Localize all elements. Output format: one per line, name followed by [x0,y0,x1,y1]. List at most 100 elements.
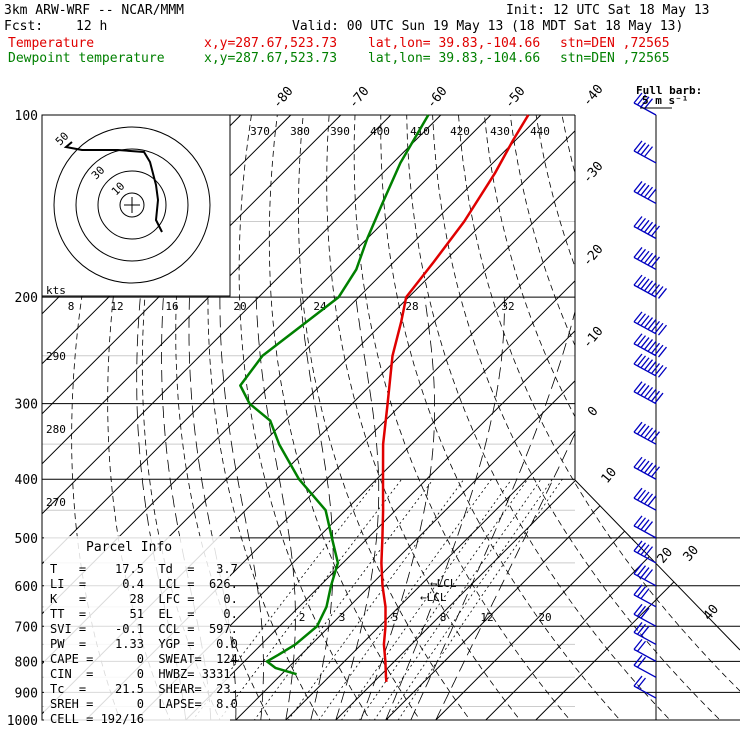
mixing-ratio-label: 28 [405,300,418,313]
isotherm-label: 10 [599,465,621,487]
wind-barb [633,421,661,445]
theta-label: 400 [370,125,390,138]
barb-flag [636,248,647,260]
isotherm [42,115,392,720]
temperature-series-name: Temperature [8,36,95,51]
mixing-ratio-label: 16 [165,300,178,313]
mixing-ratio-label: 8 [68,300,75,313]
barb-flag [640,219,650,231]
barb-flag [636,656,647,668]
mixing-ratio-line [244,478,434,720]
barb-flag [643,546,654,558]
dry-adiabat [639,115,740,720]
parcel-row: PW = 1.33 YGP = 0.0 [50,637,238,651]
wind-barb [633,456,661,480]
dry-adiabat [613,115,740,720]
frame-diagonal [574,479,740,651]
temperature-line [380,114,530,683]
text-labels: ←LCL←LCL Full barb:5 m s⁻¹ [44,84,702,724]
wind-barb [633,311,668,336]
parcel-row: K = 28 LFC = 0. [50,592,238,606]
barb-flag [640,425,650,437]
barb-flag [643,186,654,198]
init-time: Init: 12 UTC Sat 18 May 13 [506,3,710,18]
dry-adiabat [326,115,531,720]
barb-flag [654,286,664,297]
wind-barb [633,515,657,539]
barb-flag [636,94,647,106]
dry-adiabat [458,115,740,720]
mixing-ratio-label: 8 [440,611,447,624]
barb-flag [640,96,650,108]
barb-flag [643,252,654,264]
isotherm-label: 0 [585,404,602,420]
barb-legend-units: 5 m s⁻¹ [642,94,688,107]
mixing-ratio-line [378,478,553,720]
isotherm-label: -50 [502,84,529,112]
barb-flag [633,654,643,666]
temperature-latlon: lat,lon= 39.83,-104.66 [368,36,541,51]
barb-flag [636,182,647,194]
dry-adiabat [484,115,740,720]
barb-flag [640,337,650,348]
temperature-station: stn=DEN ,72565 [560,36,670,51]
wind-barb [633,563,657,587]
dry-adiabat [432,115,734,720]
isotherm [472,115,740,720]
barb-shaft [633,648,657,662]
barb-flag [636,489,647,501]
wind-barbs [633,92,668,720]
parcel-row: CELL = 192/16 [50,712,144,726]
barb-flag [636,677,647,689]
pressure-tick-label: 1000 [7,714,38,729]
barb-flag [650,363,661,374]
theta-label: 370 [250,125,270,138]
barb-flag [636,565,647,577]
dry-adiabat [509,115,740,720]
barb-flag [636,623,647,635]
barb-flag [647,388,657,400]
barb-flag [633,603,643,615]
isotherm-label: -30 [580,159,607,187]
barb-flag [636,313,647,325]
barb-flag [636,423,647,435]
dry-adiabat [665,115,740,720]
barb-flag [633,333,643,345]
hodograph-ring [119,192,145,218]
barb-flag [650,225,661,237]
dry-adiabat [238,115,379,720]
barb-flag [650,342,661,354]
theta-label: 440 [530,125,550,138]
wind-barb [633,381,664,405]
dewpoint-station: stn=DEN ,72565 [560,51,670,66]
pressure-tick-label: 600 [15,580,38,595]
barb-flag [647,464,657,476]
hodograph-ring [53,126,211,284]
theta-label: 390 [330,125,350,138]
theta-label: 430 [490,125,510,138]
model-title: 3km ARW-WRF -- NCAR/MMM [4,3,185,18]
barb-flag [636,458,647,470]
barb-flag [650,284,661,296]
barb-flag [636,142,647,154]
parcel-row: SVI = -0.1 CCL = 597. [50,622,238,636]
barb-flag [647,254,657,266]
parcel-row: CAPE = 0 SWEAT= 124 [50,652,238,666]
barb-flag [636,586,647,598]
barb-flag [640,250,650,262]
barb-flag [633,638,643,650]
pressure-tick-label: 100 [15,109,38,124]
pressure-tick-label: 900 [15,686,38,701]
barb-flag [647,282,657,294]
barb-flag [640,544,650,556]
parcel-row: TT = 51 EL = 0. [50,607,238,621]
dewpoint-line [239,114,430,676]
barb-flag [643,339,654,350]
barb-flag [633,622,643,633]
barb-flag [643,462,654,474]
barb-flag [643,98,654,110]
barb-shaft [633,664,657,678]
mixing-ratio-line [278,478,465,720]
wind-barb [633,584,657,608]
